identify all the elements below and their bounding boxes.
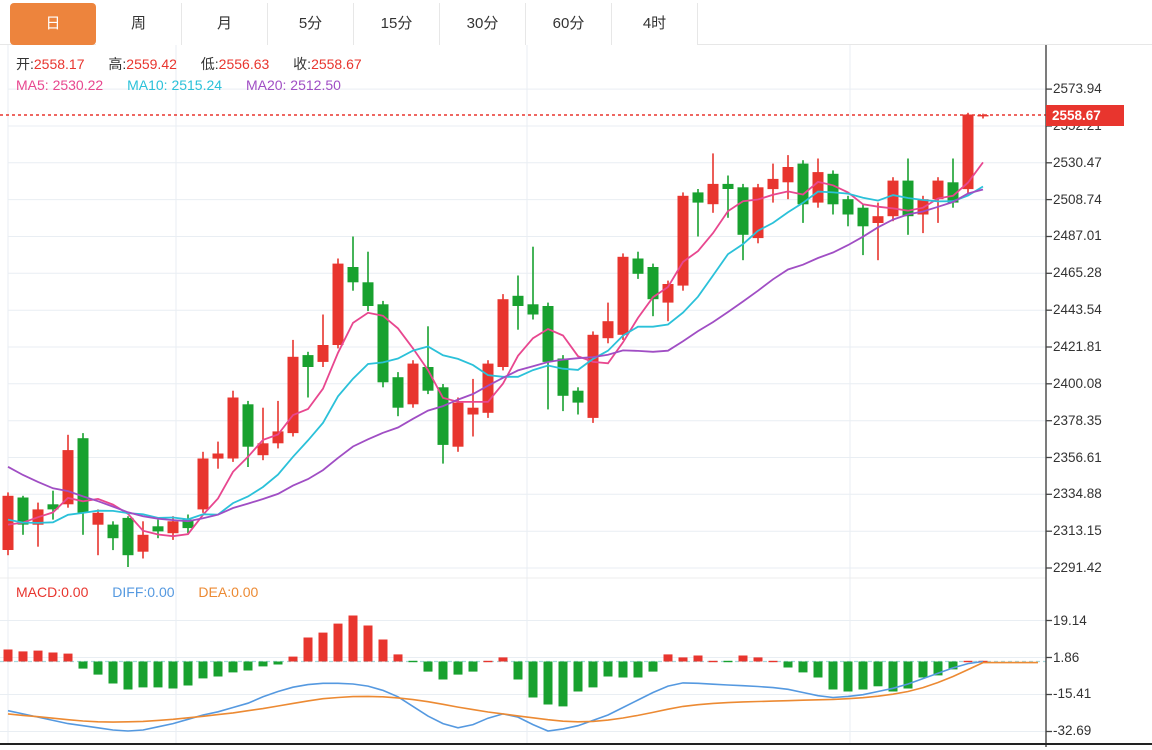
price-axis-label: 2465.28: [1053, 265, 1102, 281]
price-axis-label: 2421.81: [1053, 338, 1102, 354]
macd-dea-line: [7, 661, 1038, 723]
price-axis-label: 2356.61: [1053, 449, 1102, 465]
ma10-readout: MA10: 2515.24: [127, 77, 223, 93]
tab-4hour[interactable]: 4时: [612, 3, 698, 45]
diff-readout: DIFF:0.00: [112, 584, 175, 600]
tab-5min[interactable]: 5分: [268, 3, 354, 45]
ma20-readout: MA20: 2512.50: [245, 77, 341, 93]
tab-15min[interactable]: 15分: [354, 3, 440, 45]
low-readout: 低:2556.63: [200, 56, 270, 72]
price-axis-label: 2573.94: [1053, 81, 1102, 97]
tab-30min[interactable]: 30分: [440, 3, 526, 45]
price-axis-label: 2530.47: [1053, 154, 1102, 170]
macd-diff-line: [7, 660, 984, 732]
tab-day[interactable]: 日: [10, 3, 96, 45]
dea-readout: DEA:0.00: [198, 584, 259, 600]
axis-frame: [0, 45, 1152, 747]
ma20-line: [7, 188, 984, 523]
macd-legend: MACD:0.00 DIFF:0.00 DEA:0.00: [16, 584, 278, 600]
price-axis-label: 2378.35: [1053, 412, 1102, 428]
ohlc-legend: 开:2558.17 高:2559.42 低:2556.63 收:2558.67: [16, 54, 382, 74]
close-readout: 收:2558.67: [293, 56, 362, 72]
macd-readout: MACD:0.00: [16, 584, 89, 600]
macd-histogram: [3, 615, 988, 707]
candles: [2, 112, 989, 567]
tab-60min[interactable]: 60分: [526, 3, 612, 45]
last-price-badge: 2558.67: [1046, 104, 1124, 126]
tab-month[interactable]: 月: [182, 3, 268, 45]
ma5-readout: MA5: 2530.22: [16, 77, 104, 93]
price-axis-label: 2400.08: [1053, 375, 1102, 391]
macd-axis-label: 1.86: [1053, 649, 1080, 665]
price-axis-label: 2443.54: [1053, 302, 1102, 318]
price-axis-label: 2334.88: [1053, 486, 1102, 502]
macd-axis-label: 19.14: [1053, 612, 1087, 628]
open-readout: 开:2558.17: [16, 56, 85, 72]
ma-legend: MA5: 2530.22 MA10: 2515.24 MA20: 2512.50: [16, 77, 361, 93]
ma5-line: [7, 161, 984, 538]
tab-week[interactable]: 周: [96, 3, 182, 45]
price-axis-label: 2487.01: [1053, 228, 1102, 244]
price-axis-label: 2508.74: [1053, 191, 1102, 207]
ma10-line: [7, 185, 984, 524]
high-readout: 高:2559.42: [108, 56, 177, 72]
macd-axis-label: -15.41: [1053, 686, 1092, 702]
timeframe-tabbar: 日 周 月 5分 15分 30分 60分 4时: [0, 0, 1152, 45]
price-axis-label: 2291.42: [1053, 560, 1102, 575]
macd-axis-label: -32.69: [1053, 723, 1092, 739]
price-axis-label: 2313.15: [1053, 523, 1102, 539]
